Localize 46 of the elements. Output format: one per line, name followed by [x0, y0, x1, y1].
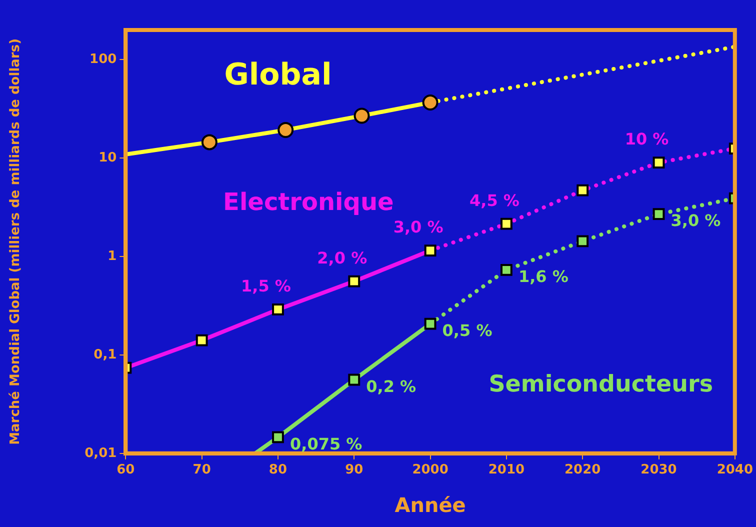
y-tick-label: 0,1 — [94, 347, 117, 362]
annotation: 2,0 % — [317, 248, 368, 268]
point — [500, 264, 512, 276]
point — [652, 156, 665, 169]
y-tick-label: 1 — [108, 248, 117, 264]
text: Semiconducteurs — [488, 372, 714, 398]
x-axis-title: Année — [394, 493, 466, 518]
point — [196, 334, 208, 346]
series-label: Electronique — [223, 188, 394, 216]
point — [272, 303, 284, 316]
point — [576, 235, 589, 248]
x-tick-label: 2030 — [640, 462, 677, 478]
x-tick-label: 2010 — [488, 462, 525, 478]
x-tick-label: 90 — [345, 462, 364, 478]
point — [424, 318, 436, 330]
annotation: 3,0 % — [393, 218, 444, 237]
point — [348, 275, 360, 288]
x-tick-label: 80 — [268, 462, 288, 478]
annotation: 0,075 % — [290, 434, 362, 454]
point — [278, 122, 294, 138]
point — [424, 244, 436, 256]
y-tick-label: 100 — [90, 52, 117, 68]
annotation: 4,5 % — [469, 190, 520, 210]
annotation: 0,5 % — [442, 321, 492, 340]
annotation: 1,5 % — [241, 276, 291, 296]
y-axis-title: Marché Mondial Global (milliers de milliards de dollars) — [8, 38, 24, 445]
annotation: 10 % — [624, 130, 669, 149]
point — [500, 218, 512, 230]
annotation: 1,6 % — [518, 267, 568, 286]
x-tick-label: 2020 — [564, 462, 601, 478]
annotation: 3,0 % — [670, 211, 721, 230]
x-tick-label: 60 — [116, 462, 135, 478]
point — [201, 134, 218, 150]
point — [348, 374, 360, 386]
annotation: 0,2 % — [366, 376, 416, 396]
x-tick-label: 70 — [192, 462, 211, 478]
series-label: Global — [224, 57, 332, 92]
point — [576, 184, 589, 196]
x-tick-label: 2000 — [412, 462, 448, 478]
point — [652, 208, 665, 220]
y-tick-label: 0,01 — [84, 446, 117, 461]
point — [354, 108, 370, 124]
point — [272, 431, 284, 444]
x-tick-label: 2040 — [716, 462, 754, 478]
y-tick-label: 10 — [98, 150, 117, 166]
point — [422, 94, 438, 110]
